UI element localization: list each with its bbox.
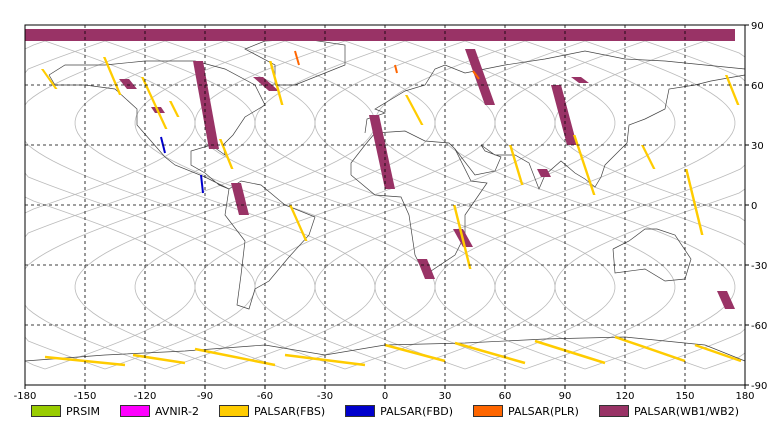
legend-item: PALSAR(FBD) — [345, 405, 453, 418]
legend-item: PALSAR(FBS) — [218, 404, 326, 418]
axis-ticks: -180 -150 -120 -90 -60 -30 0 30 60 90 120 150 180 90 6… — [14, 21, 768, 402]
fbs-south-track — [284, 353, 366, 367]
fbs-south-track — [384, 343, 446, 363]
fbs-swath — [405, 95, 424, 125]
coastline — [48, 60, 266, 190]
coastline — [224, 180, 316, 310]
fbs-swath — [219, 139, 234, 169]
lat-lon-grid — [25, 25, 745, 385]
legend-swatch — [598, 405, 629, 417]
legend-label: PALSAR(FBS) — [253, 404, 326, 418]
x-tick-label: 30 — [439, 391, 452, 402]
y-tick-label: 60 — [751, 81, 764, 92]
fbs-swath — [141, 77, 168, 129]
x-tick-label: 180 — [735, 391, 754, 402]
x-tick-label: -60 — [257, 391, 273, 402]
legend-item: PALSAR(PLR) — [473, 405, 579, 418]
y-tick-label: 30 — [751, 141, 764, 152]
legend-swatch — [473, 405, 504, 417]
wb-swath — [119, 79, 137, 89]
wb-swath — [537, 169, 551, 177]
wb-swath — [193, 61, 219, 149]
wb-swath — [417, 259, 435, 279]
fbs-swath — [641, 145, 656, 169]
fbs-south-track — [454, 341, 526, 365]
x-tick-label: 60 — [499, 391, 512, 402]
fbs-south-track — [614, 335, 686, 363]
x-tick-label: 0 — [382, 391, 388, 402]
x-tick-label: 120 — [615, 391, 634, 402]
legend-label: AVNIR-2 — [154, 404, 199, 418]
coastline — [612, 228, 692, 282]
fbs-swath — [725, 75, 740, 105]
fbd-swath — [200, 174, 204, 194]
fbs-swath — [289, 205, 308, 241]
fbs-south-track — [694, 343, 742, 363]
y-tick-label: -90 — [751, 381, 767, 392]
legend-label: PRSIM — [65, 404, 100, 418]
fbs-south-track — [534, 339, 606, 365]
y-tick-label: 90 — [751, 21, 764, 32]
plr-swath — [394, 64, 398, 74]
fbs-swath — [41, 69, 58, 89]
x-tick-label: -150 — [74, 391, 97, 402]
y-tick-label: 0 — [751, 201, 757, 212]
plr-swath — [294, 50, 300, 66]
wb-swath — [551, 85, 577, 145]
fbs-swath — [685, 169, 704, 235]
fbs-south-track — [194, 347, 276, 367]
wb-swath — [465, 49, 495, 105]
plr-swath — [472, 70, 480, 80]
legend-label: PALSAR(WB1/WB2) — [633, 404, 740, 418]
legend-item: AVNIR-2 — [119, 404, 199, 418]
legend-swatch — [30, 405, 61, 417]
legend-swatch — [119, 405, 150, 417]
legend-swatch — [345, 405, 376, 417]
wb-swath — [571, 77, 589, 83]
coastline — [454, 74, 746, 190]
fbs-swath — [509, 145, 524, 185]
wb-polar-band — [25, 29, 735, 41]
legend-swatch — [218, 405, 249, 417]
legend-item: PALSAR(WB1/WB2) — [598, 404, 740, 418]
coastline — [364, 50, 746, 134]
legend-item: PRSIM — [30, 404, 100, 418]
x-tick-label: 90 — [559, 391, 572, 402]
fbs-swath — [573, 135, 596, 195]
wb-swath — [231, 183, 249, 215]
x-tick-label: -120 — [134, 391, 157, 402]
fbs-south-track — [132, 353, 186, 365]
legend: PRSIM AVNIR-2 PALSAR(FBS) PALSAR(FBD) PALSAR… — [0, 401, 770, 421]
x-tick-label: 150 — [675, 391, 694, 402]
fbs-swath — [453, 205, 472, 269]
legend-label: PALSAR(PLR) — [508, 404, 579, 418]
wb-swath — [369, 115, 395, 189]
x-tick-label: -30 — [317, 391, 333, 402]
wb-swath — [717, 291, 735, 309]
y-tick-label: -30 — [751, 261, 767, 272]
x-tick-label: -180 — [14, 391, 37, 402]
fbs-swath — [169, 101, 180, 117]
x-tick-label: -90 — [197, 391, 213, 402]
y-tick-label: -60 — [751, 321, 767, 332]
fbs-swath — [103, 57, 122, 95]
wb-swath — [253, 77, 279, 91]
legend-label: PALSAR(FBD) — [380, 404, 454, 418]
fbs-swath — [269, 61, 284, 105]
